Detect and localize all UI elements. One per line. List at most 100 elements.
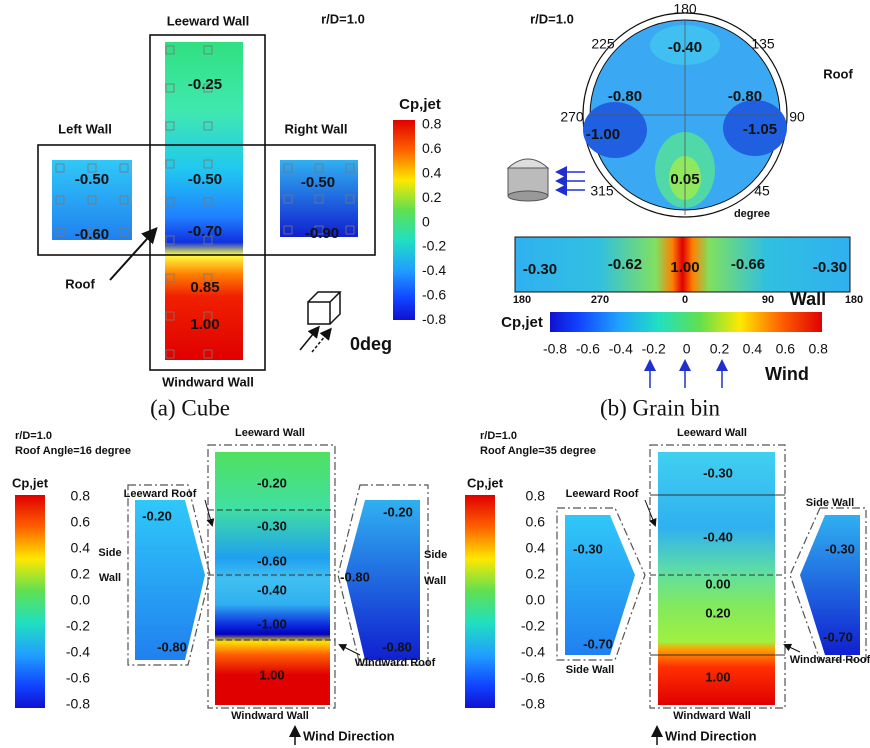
tap	[87, 195, 97, 205]
wall-label: Right Wall	[284, 121, 347, 136]
contour-value: 0.20	[705, 605, 730, 620]
arrow	[204, 499, 215, 527]
frame	[789, 507, 867, 661]
side-wall-contour	[565, 515, 635, 655]
column-contour	[215, 452, 330, 705]
panel-roof-35	[465, 444, 867, 745]
degree-label: 90	[789, 109, 805, 125]
arrow	[644, 499, 657, 527]
colorbar-tick: -0.8	[543, 341, 567, 357]
contour-value: 0.85	[190, 279, 219, 296]
tap	[165, 83, 175, 93]
tap	[119, 227, 129, 237]
tap	[165, 45, 175, 55]
colorbar-tick: 0.2	[422, 189, 442, 205]
frame	[207, 444, 336, 709]
arrow	[109, 227, 158, 281]
tap	[165, 311, 175, 321]
contour-value: -0.30	[703, 465, 733, 480]
tap	[203, 273, 213, 283]
contour-value: -0.50	[188, 171, 222, 188]
colorbar	[465, 495, 495, 708]
contour-value: -0.30	[573, 541, 603, 556]
degree-unit: degree	[734, 208, 770, 220]
region-label: Windward Wall	[231, 710, 309, 722]
wind-arrows	[644, 359, 728, 388]
contour-value: -0.30	[813, 259, 847, 276]
colorbar-tick: 0	[422, 213, 430, 229]
panel-cube	[37, 34, 415, 371]
degree-label: 315	[590, 183, 614, 199]
tap	[55, 227, 65, 237]
wall-label: Wall	[790, 289, 826, 309]
tap	[345, 225, 355, 235]
frame	[37, 144, 376, 256]
tap	[203, 235, 213, 245]
contour-value: -0.25	[188, 76, 222, 93]
side-wall-contour	[135, 500, 205, 660]
arrow	[338, 644, 361, 656]
tap	[203, 311, 213, 321]
region-label: Windward Roof	[355, 657, 436, 669]
contour-value: -0.70	[188, 223, 222, 240]
wall-label: Roof	[65, 276, 95, 291]
tap	[314, 163, 324, 173]
frame	[556, 507, 646, 661]
tap	[203, 197, 213, 207]
contour-value: -0.80	[608, 88, 642, 105]
colorbar	[550, 312, 822, 332]
contour-value: -0.30	[257, 518, 287, 533]
contour-value: 1.00	[190, 316, 219, 333]
contour-value: -0.80	[728, 88, 762, 105]
region-label: Windward Roof	[790, 654, 870, 666]
column-contour	[658, 452, 775, 705]
tap	[203, 159, 213, 169]
wall-tick: 180	[513, 294, 531, 306]
colorbar-tick: -0.6	[66, 670, 90, 686]
contour-value: -0.50	[301, 174, 335, 191]
roof-angle: Roof Angle=16 degree	[15, 445, 131, 457]
colorbar-tick: 0.6	[776, 341, 796, 357]
colorbar-title: Cp,jet	[467, 475, 504, 490]
colorbar-tick: -0.8	[422, 311, 446, 327]
tap	[203, 83, 213, 93]
tap	[55, 163, 65, 173]
colorbar-tick: -0.4	[609, 341, 633, 357]
tap	[345, 194, 355, 204]
contour-value: 1.00	[670, 259, 699, 276]
panel-roof-16	[15, 444, 429, 745]
panel-grain-bin	[506, 12, 851, 388]
wall-label: Windward Wall	[162, 374, 254, 389]
side-wall-contour	[345, 500, 420, 660]
tap	[283, 194, 293, 204]
right-wall-contour	[280, 160, 358, 237]
region-label: Leeward Roof	[124, 488, 197, 500]
contour-value: -0.30	[523, 261, 557, 278]
region-label: Side	[424, 549, 447, 561]
colorbar	[15, 495, 45, 708]
contour-value: -0.70	[823, 629, 853, 644]
contour-value: -1.05	[743, 121, 777, 138]
colorbar-tick: 0.4	[71, 540, 91, 556]
degree-label: 45	[754, 183, 770, 199]
region-label: Leeward Roof	[566, 488, 639, 500]
frame	[149, 34, 266, 371]
contour-value: 0.05	[670, 171, 699, 188]
colorbar-tick: -0.2	[521, 618, 545, 634]
tap	[87, 163, 97, 173]
colorbar-tick: 0.2	[526, 566, 546, 582]
colorbar-tick: -0.4	[521, 644, 545, 660]
degree-label: 270	[560, 109, 584, 125]
contour-value: 0.00	[705, 576, 730, 591]
contour-value: -1.00	[586, 126, 620, 143]
tap	[314, 225, 324, 235]
tap	[55, 195, 65, 205]
colorbar	[393, 120, 415, 320]
contour-value: -0.20	[383, 504, 413, 519]
left-wall-contour	[52, 160, 132, 240]
contour-value: -0.62	[608, 256, 642, 273]
wall-tick: 90	[762, 294, 774, 306]
colorbar-title: Cp,jet	[12, 475, 49, 490]
region-label: Side Wall	[566, 664, 615, 676]
